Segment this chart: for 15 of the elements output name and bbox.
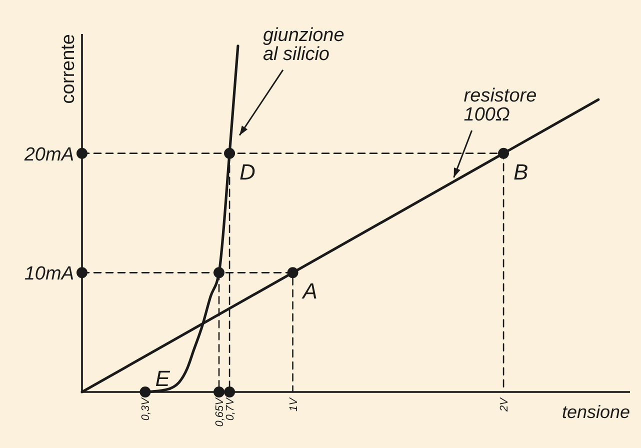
x-tick-label: 0,3V bbox=[140, 396, 152, 421]
y-tick-label: 20mA bbox=[23, 144, 74, 166]
x-tick-label: 1V bbox=[288, 396, 300, 412]
annotation: A bbox=[300, 278, 318, 304]
x-tick-label: 0,65V bbox=[214, 396, 226, 427]
y-tick-label: 10mA bbox=[24, 264, 74, 285]
y-axis-title: corrente bbox=[58, 34, 79, 104]
series-label: resistore 100Ω bbox=[464, 85, 537, 126]
annotation: D bbox=[240, 159, 256, 184]
x-tick-label: 0,7V bbox=[224, 396, 237, 421]
annotation: E bbox=[155, 366, 170, 391]
series-label: giunzione al silicio bbox=[262, 24, 344, 65]
x-axis-title: tensione bbox=[562, 402, 630, 422]
x-tick-label: 2V bbox=[498, 396, 511, 412]
annotation: B bbox=[514, 159, 528, 184]
